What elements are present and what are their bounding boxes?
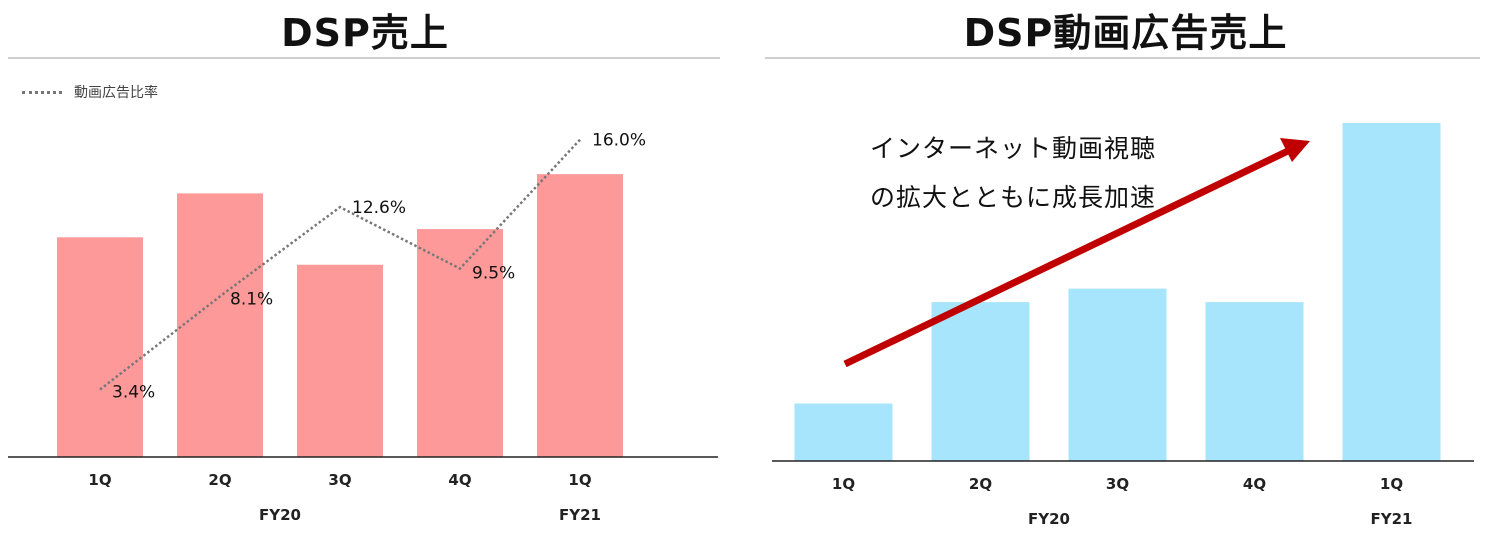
x-tick-label: 1Q (1380, 475, 1403, 493)
legend: 動画広告比率 (22, 82, 158, 102)
dsp-video-sales-panel: DSP動画広告売上 1Q 2Q 3Q 4Q 1Q FY20 FY21 インターネット動画視聴… (760, 0, 1491, 537)
ratio-data-label: 9.5% (472, 264, 515, 284)
bar (931, 302, 1030, 461)
x-tick-label: 1Q (832, 475, 855, 493)
x-tick-label: 4Q (1243, 475, 1266, 493)
bar (1205, 302, 1304, 461)
x-tick-label: 4Q (448, 471, 471, 489)
x-tick-label: 1Q (88, 471, 111, 489)
dsp-sales-panel: DSP売上 動画広告比率 1Q 2Q 3Q 4Q 1Q FY20 FY21 3.4% 8.1% 1… (0, 0, 730, 537)
x-tick-label: 1Q (568, 471, 591, 489)
growth-arrow-head (1280, 138, 1310, 162)
ratio-line (99, 138, 581, 391)
bar (57, 237, 143, 457)
growth-annotation: インターネット動画視聴 の拡大とともに成長加速 (870, 124, 1200, 222)
ratio-data-label: 12.6% (352, 198, 406, 218)
x-tick-label: 2Q (208, 471, 231, 489)
bar (177, 193, 263, 457)
x-tick-label: 3Q (1106, 475, 1129, 493)
annotation-line-2: の拡大とともに成長加速 (870, 183, 1157, 212)
legend-label: 動画広告比率 (74, 85, 158, 101)
ratio-data-label: 3.4% (112, 383, 155, 403)
x-group-label: FY20 (259, 506, 301, 524)
chart-title-dsp-sales: DSP売上 (281, 11, 449, 55)
ratio-data-label: 16.0% (592, 131, 646, 151)
legend-dotted-line-swatch (22, 90, 62, 94)
dsp-video-sales-chart: 1Q 2Q 3Q 4Q 1Q FY20 FY21 (772, 123, 1474, 528)
bar (1068, 288, 1167, 461)
bar (794, 403, 893, 461)
x-group-label: FY21 (1371, 510, 1413, 528)
x-tick-label: 3Q (328, 471, 351, 489)
annotation-line-1: インターネット動画視聴 (870, 134, 1157, 163)
bar (537, 174, 623, 457)
x-tick-label: 2Q (969, 475, 992, 493)
bar (297, 264, 383, 457)
ratio-data-label: 8.1% (230, 289, 273, 309)
dsp-sales-chart: 1Q 2Q 3Q 4Q 1Q FY20 FY21 3.4% 8.1% 12.6% 9.5% 16.0% (8, 131, 718, 524)
x-group-label: FY20 (1028, 510, 1070, 528)
chart-title-dsp-video-sales: DSP動画広告売上 (963, 11, 1288, 55)
bar (1342, 123, 1441, 461)
x-group-label: FY21 (559, 506, 601, 524)
growth-arrow-shaft (843, 146, 1292, 368)
title-divider (8, 57, 720, 59)
title-divider (765, 57, 1480, 59)
